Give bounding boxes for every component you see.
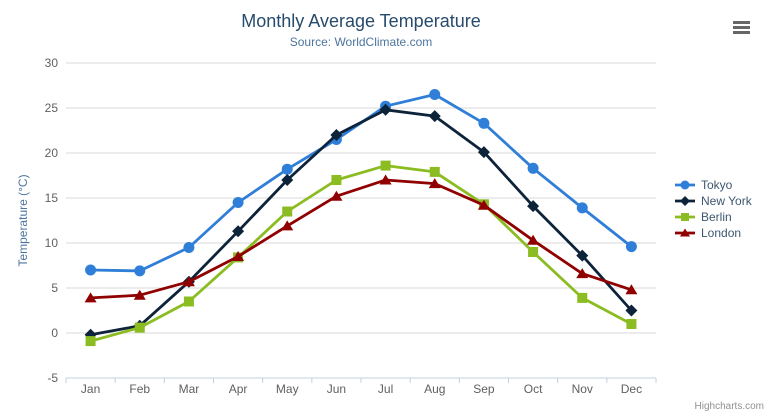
x-axis-label: Feb (129, 382, 150, 396)
square-series-symbol-icon (675, 213, 695, 221)
chart-context-menu-button[interactable] (730, 18, 754, 38)
data-point-london-mar[interactable] (182, 276, 195, 287)
legend-item-tokyo[interactable]: Tokyo (674, 177, 752, 193)
legend-label: London (701, 226, 742, 240)
data-point-tokyo-oct[interactable] (527, 162, 539, 174)
y-axis-label: 30 (45, 56, 59, 70)
x-axis-label: Mar (179, 382, 200, 396)
y-axis-label: 0 (51, 326, 58, 340)
data-point-london-oct[interactable] (527, 234, 540, 245)
legend-item-berlin[interactable]: Berlin (674, 209, 752, 225)
x-axis-label: Apr (229, 382, 248, 396)
x-axis-label: Oct (524, 382, 543, 396)
data-point-berlin-mar[interactable] (183, 296, 194, 307)
data-point-berlin-jun[interactable] (331, 175, 342, 185)
data-point-berlin-feb[interactable] (134, 322, 145, 333)
x-axis-label: Nov (572, 382, 593, 396)
y-axis-label: 25 (45, 101, 59, 115)
legend-label: New York (701, 194, 752, 208)
highcharts-credits-link[interactable]: Highcharts.com (694, 401, 764, 412)
legend-label: Tokyo (701, 178, 733, 192)
x-axis-label: Jul (378, 382, 393, 396)
x-axis-label: Sep (473, 382, 495, 396)
data-point-tokyo-dec[interactable] (625, 241, 637, 253)
data-point-tokyo-feb[interactable] (134, 265, 146, 277)
data-point-berlin-aug[interactable] (429, 166, 440, 177)
legend: Tokyo New York Berlin London (674, 177, 752, 241)
data-point-tokyo-sep[interactable] (478, 117, 490, 129)
data-point-new-york-jun[interactable] (330, 129, 343, 141)
y-axis-label: 15 (45, 191, 59, 205)
y-axis-label: -5 (47, 371, 58, 385)
x-axis-label: Jun (327, 382, 346, 396)
chart-title: Monthly Average Temperature (241, 11, 481, 31)
data-point-berlin-dec[interactable] (626, 319, 637, 329)
data-point-tokyo-nov[interactable] (576, 202, 588, 214)
data-point-new-york-oct[interactable] (527, 200, 540, 213)
data-point-london-aug[interactable] (428, 178, 441, 189)
hamburger-icon (733, 20, 751, 34)
data-point-new-york-nov[interactable] (576, 249, 589, 262)
data-point-london-jan[interactable] (84, 292, 97, 303)
data-point-new-york-dec[interactable] (625, 304, 638, 317)
data-point-new-york-sep[interactable] (477, 146, 490, 159)
legend-label: Berlin (701, 210, 732, 224)
data-point-berlin-oct[interactable] (528, 247, 539, 257)
data-point-london-may[interactable] (281, 220, 294, 231)
y-axis-label: 10 (45, 236, 59, 250)
y-axis-label: 5 (51, 281, 58, 295)
triangle-series-symbol-icon (675, 228, 695, 237)
data-point-tokyo-may[interactable] (281, 163, 293, 175)
y-axis-label: 20 (45, 146, 59, 160)
data-point-new-york-apr[interactable] (232, 225, 245, 238)
data-point-new-york-jul[interactable] (379, 103, 392, 116)
data-point-london-dec[interactable] (625, 284, 638, 295)
data-point-tokyo-aug[interactable] (429, 89, 441, 100)
circle-series-symbol-icon (675, 180, 695, 190)
series-line-london (89, 178, 633, 300)
diamond-series-symbol-icon (675, 196, 695, 206)
data-point-london-apr[interactable] (232, 251, 245, 261)
data-point-london-sep[interactable] (477, 199, 490, 210)
x-axis-label: Jan (81, 382, 100, 396)
data-point-tokyo-jan[interactable] (85, 264, 97, 276)
data-point-berlin-jan[interactable] (85, 336, 96, 347)
legend-item-new-york[interactable]: New York (674, 193, 752, 209)
data-point-berlin-nov[interactable] (577, 292, 588, 303)
data-point-london-nov[interactable] (576, 268, 589, 279)
data-point-london-feb[interactable] (133, 289, 146, 300)
series-line-new-york (89, 108, 633, 337)
x-axis-label: May (276, 382, 299, 396)
x-axis-label: Dec (621, 382, 642, 396)
data-point-london-jul[interactable] (379, 174, 392, 185)
chart-subtitle: Source: WorldClimate.com (289, 35, 433, 49)
y-axis-title: Temperature (°C) (16, 174, 30, 266)
data-point-london-jun[interactable] (330, 190, 343, 201)
legend-item-london[interactable]: London (674, 225, 752, 241)
data-point-berlin-jul[interactable] (380, 160, 391, 171)
data-point-new-york-aug[interactable] (428, 110, 441, 123)
data-point-new-york-may[interactable] (281, 174, 294, 186)
x-axis-label: Aug (424, 382, 445, 396)
series-line-berlin (89, 164, 633, 343)
data-point-berlin-may[interactable] (282, 206, 293, 217)
data-point-tokyo-mar[interactable] (183, 242, 195, 253)
data-point-tokyo-apr[interactable] (232, 197, 244, 208)
